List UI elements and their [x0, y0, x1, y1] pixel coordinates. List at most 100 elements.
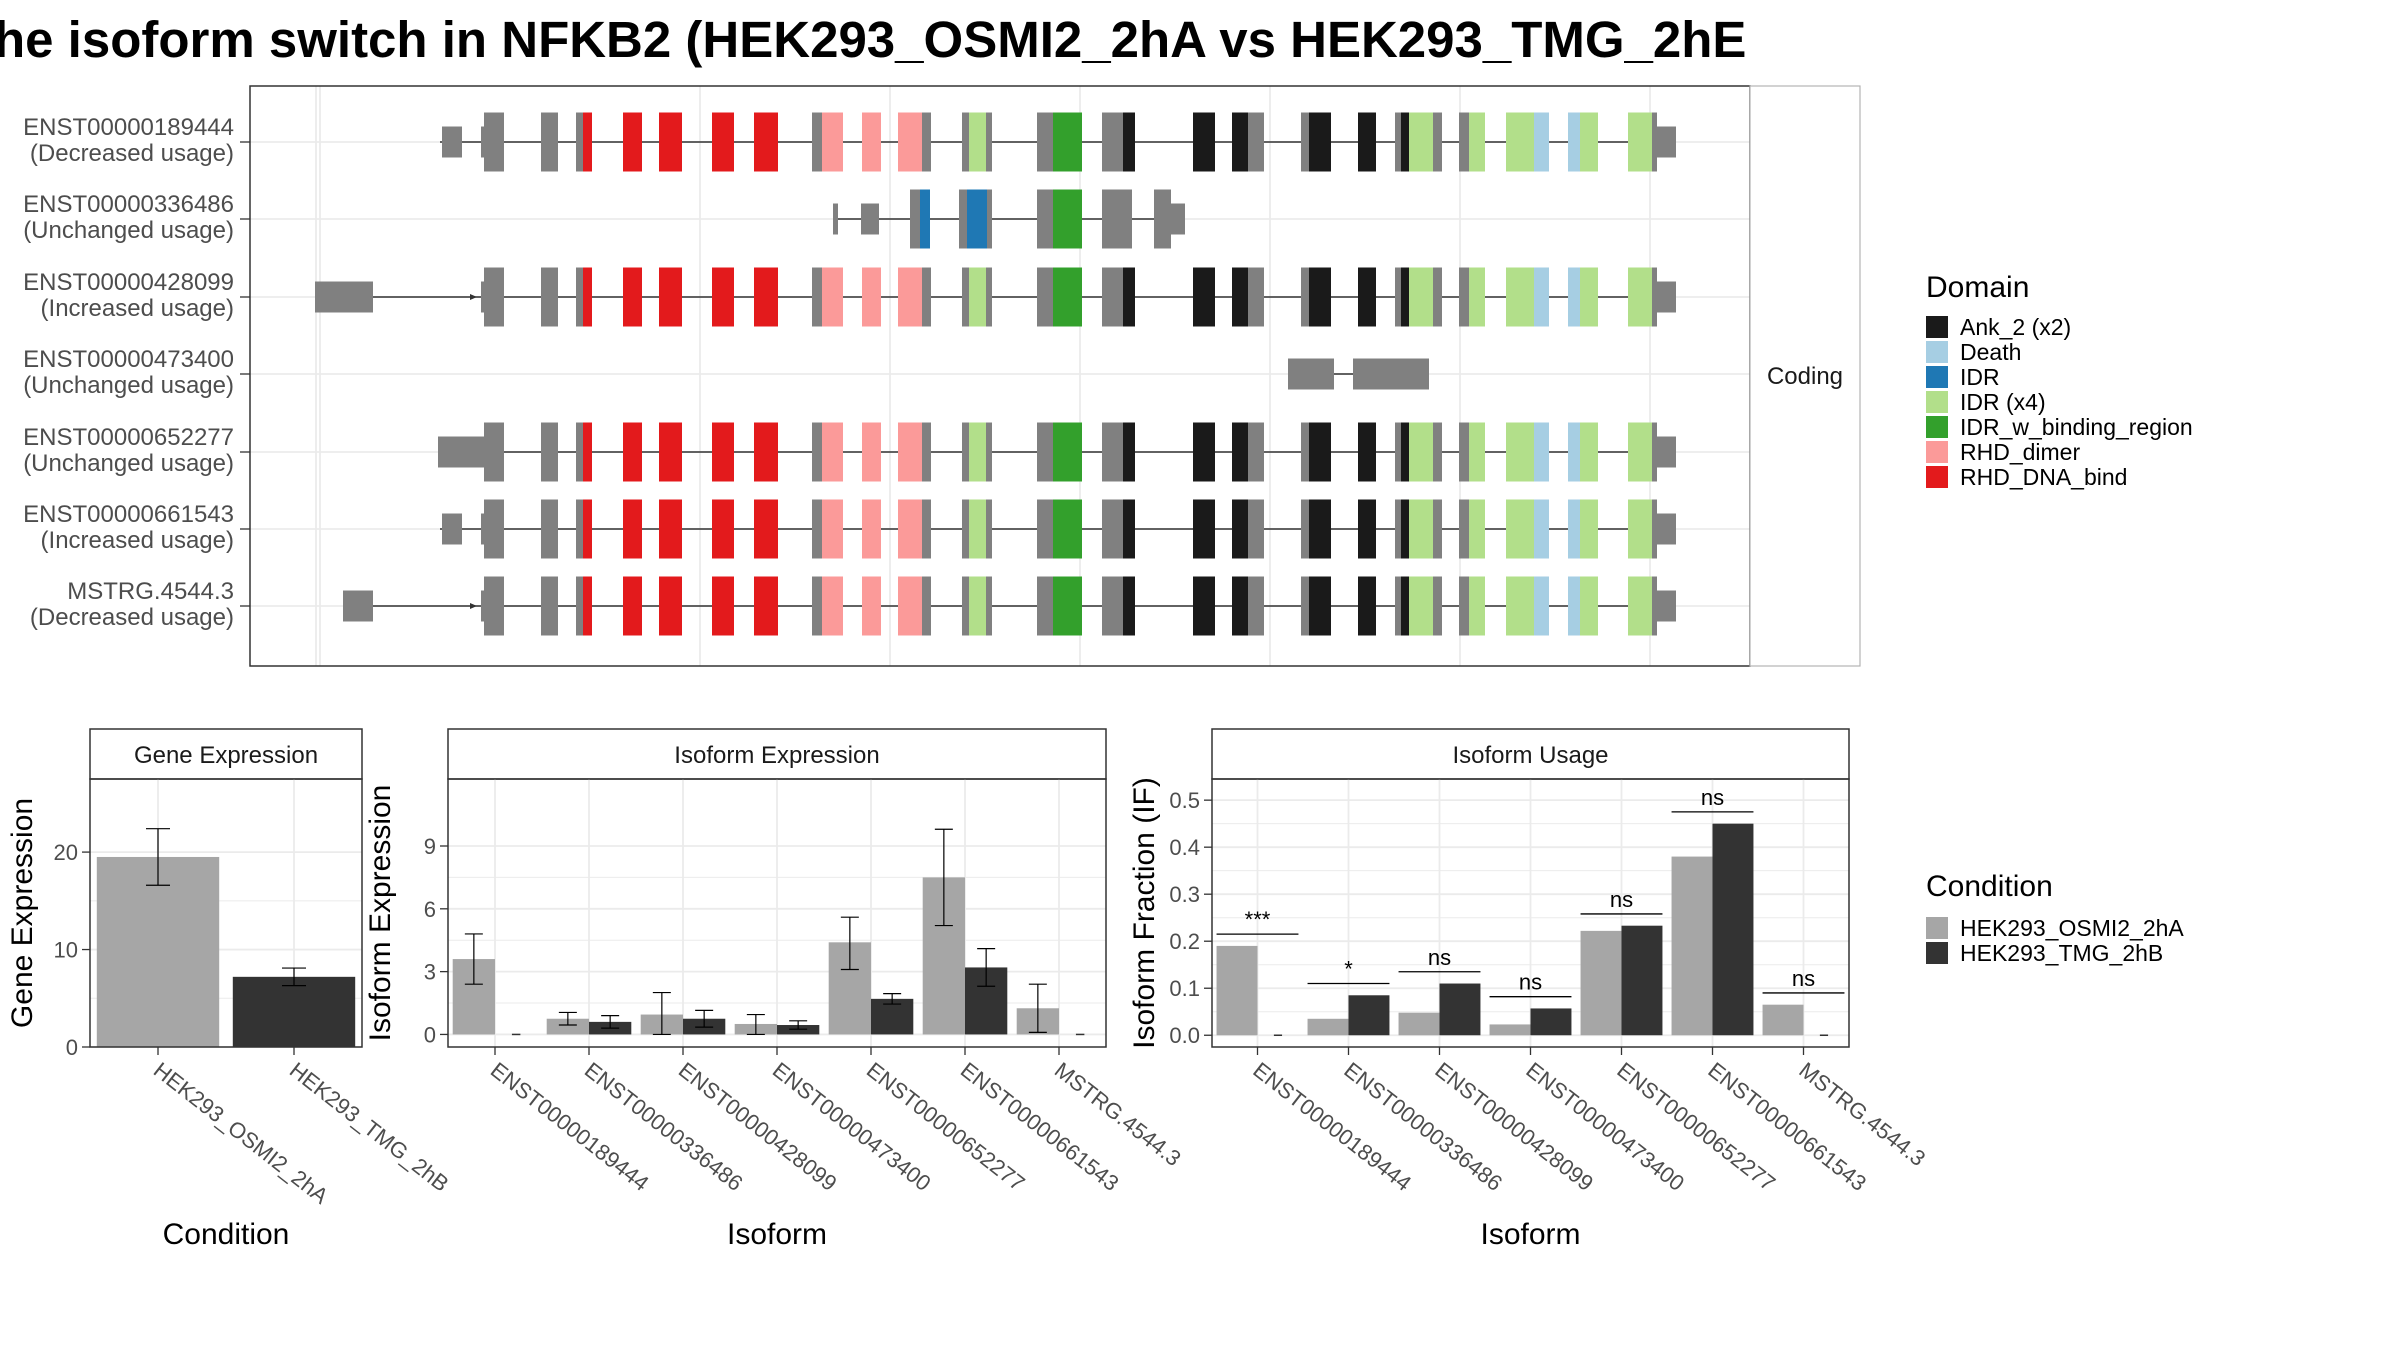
exon-block [833, 203, 838, 235]
y-tick-label: 20 [54, 840, 78, 865]
legend-swatch [1926, 366, 1948, 388]
exon-block [1580, 499, 1598, 559]
exon-block [1657, 590, 1676, 622]
exon-block [343, 590, 373, 622]
exon-block [1102, 499, 1116, 559]
legend-label: Ank_2 (x2) [1960, 314, 2071, 340]
exon-block [1248, 576, 1264, 636]
exon-block [1102, 189, 1132, 249]
exon-block [659, 112, 682, 172]
exon-block [1123, 422, 1135, 482]
exon-block [1358, 499, 1376, 559]
exon-block [1248, 112, 1264, 172]
exon-block [1506, 267, 1534, 327]
exon-block [922, 576, 931, 636]
exon-block [1358, 267, 1376, 327]
exon-block [481, 590, 501, 622]
exon-block [1395, 422, 1401, 482]
exon-block [1506, 112, 1534, 172]
exon-block [962, 112, 969, 172]
legend-swatch [1926, 341, 1948, 363]
exon-block [1037, 422, 1053, 482]
exon-block [541, 267, 558, 327]
exon-block [1580, 576, 1598, 636]
exon-block [659, 422, 682, 482]
transcript-id-label: ENST00000428099 [23, 269, 234, 296]
exon-block [962, 576, 969, 636]
exon-block [583, 422, 592, 482]
transcript-id-label: MSTRG.4544.3 [67, 578, 234, 605]
exon-block [1309, 499, 1331, 559]
exon-block [1433, 422, 1442, 482]
significance-label: * [1344, 957, 1353, 982]
legend-label: IDR [1960, 364, 2000, 390]
exon-block [659, 267, 682, 327]
legend-swatch [1926, 391, 1948, 413]
exon-block [1652, 112, 1657, 172]
x-tick-label: ENST00000661543 [1703, 1057, 1871, 1196]
legend-label: HEK293_OSMI2_2hA [1960, 915, 2184, 941]
significance-label: ns [1519, 970, 1542, 995]
exon-block [1395, 499, 1401, 559]
exon-block [1506, 422, 1534, 482]
exon-block [1037, 576, 1053, 636]
exon-block [1409, 576, 1433, 636]
exon-block [967, 189, 987, 249]
exon-block [898, 499, 922, 559]
exon-block [1401, 499, 1409, 559]
exon-block [1102, 112, 1116, 172]
exon-block [1193, 576, 1215, 636]
transcript-id-label: ENST00000473400 [23, 346, 234, 373]
exon-block [862, 112, 881, 172]
exon-block [1053, 422, 1082, 482]
bar [1671, 856, 1713, 1036]
legend-label: RHD_DNA_bind [1960, 464, 2127, 490]
exon-block [1353, 358, 1429, 390]
x-tick-label: ENST00000652277 [862, 1057, 1030, 1196]
exon-block [712, 267, 734, 327]
exon-block [922, 112, 931, 172]
exon-block [1301, 112, 1309, 172]
bar [1348, 995, 1390, 1036]
x-tick-label: ENST00000428099 [674, 1057, 842, 1196]
x-tick-label: ENST00000336486 [580, 1057, 748, 1196]
exon-block [1534, 499, 1549, 559]
y-tick-label: 6 [424, 897, 436, 922]
bar [1216, 945, 1258, 1036]
exon-block [541, 499, 558, 559]
exon-block [962, 267, 969, 327]
legend-swatch [1926, 466, 1948, 488]
exon-block [623, 112, 642, 172]
significance-label: ns [1610, 887, 1633, 912]
exon-block [1628, 112, 1652, 172]
exon-block [1534, 112, 1549, 172]
exon-block [1037, 267, 1053, 327]
transcript-id-label: ENST00000661543 [23, 501, 234, 528]
exon-block [920, 189, 930, 249]
panel-strip-label: Isoform Usage [1452, 742, 1608, 769]
exon-block [1628, 422, 1652, 482]
exon-block [1193, 112, 1215, 172]
coding-facet-strip [1749, 85, 1861, 667]
exon-block [1037, 189, 1053, 249]
y-tick-label: 3 [424, 960, 436, 985]
exon-block [442, 513, 462, 545]
transcript-id-label: ENST00000189444 [23, 114, 234, 141]
exon-block [712, 499, 734, 559]
panel-0: Gene Expression01020HEK293_OSMI2_2hAHEK2… [6, 728, 454, 1251]
exon-block [910, 189, 920, 249]
exon-block [315, 281, 373, 313]
exon-block [1657, 126, 1676, 158]
exon-block [1395, 267, 1401, 327]
exon-block [822, 499, 843, 559]
exon-block [659, 576, 682, 636]
exon-block [1037, 499, 1053, 559]
exon-block [1506, 499, 1534, 559]
exon-block [1301, 267, 1309, 327]
exon-block [822, 267, 843, 327]
exon-block [1102, 422, 1116, 482]
exon-block [969, 499, 986, 559]
exon-block [1568, 576, 1580, 636]
exon-block [481, 281, 501, 313]
